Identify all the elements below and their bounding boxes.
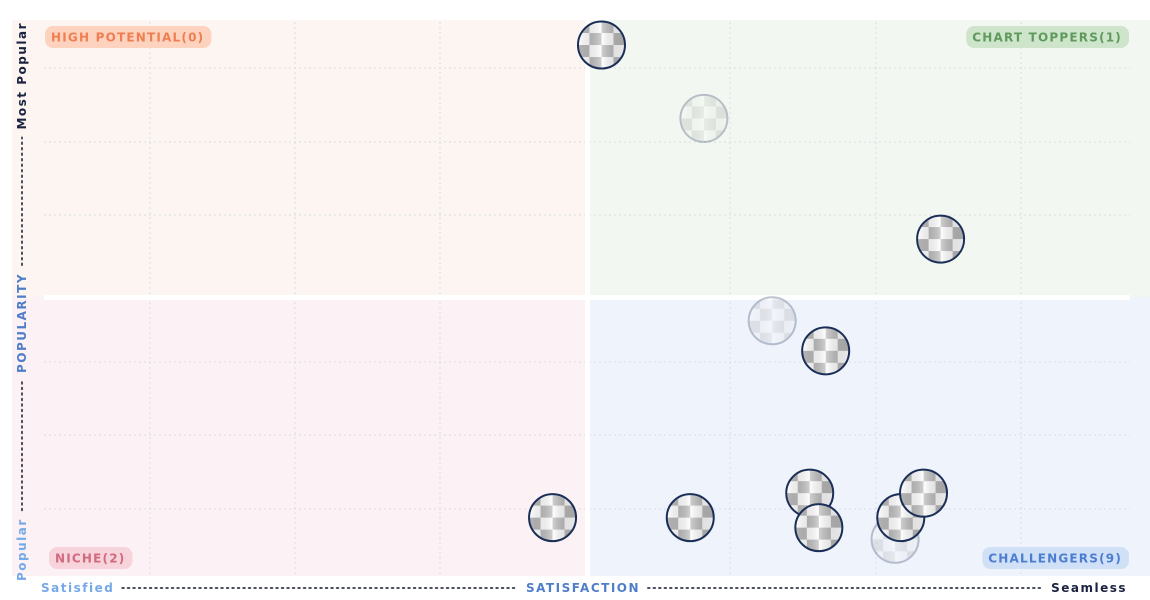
data-point-shade <box>802 327 849 374</box>
y-axis-title: POPULARITY <box>15 273 29 373</box>
quadrant-niche <box>12 297 587 576</box>
data-point <box>665 493 715 543</box>
data-point-outline <box>576 20 626 70</box>
data-point-shade <box>795 504 842 551</box>
quadrant-badge-niche: NICHE(2) <box>49 547 133 569</box>
data-point-outline <box>528 493 578 543</box>
quadrant-challengers <box>587 297 1150 576</box>
quadrant-badge-bg <box>45 26 212 48</box>
data-point <box>801 326 851 376</box>
data-point-shade <box>680 95 727 142</box>
data-point-outline <box>665 493 715 543</box>
quadrant-label: NICHE(2) <box>55 552 125 566</box>
quadrant-badge-challengers: CHALLENGERS(9) <box>982 547 1129 569</box>
x-axis-high-label: Seamless <box>1051 581 1127 595</box>
data-point-outline <box>899 468 949 518</box>
data-point-outline <box>679 93 729 143</box>
data-point-shade <box>749 297 796 344</box>
y-axis-high-label: Most Popular <box>15 22 29 130</box>
quadrant-label: CHALLENGERS(9) <box>988 552 1122 566</box>
quadrant-label: HIGH POTENTIAL(0) <box>51 31 204 45</box>
y-axis-low-label: Popular <box>15 518 29 581</box>
quadrant-badge-bg <box>49 547 133 569</box>
data-point <box>679 93 729 143</box>
quadrant-high-potential <box>12 20 587 297</box>
data-point-outline <box>747 296 797 346</box>
data-point-shade <box>667 494 714 541</box>
quadrant-badge-bg <box>982 547 1129 569</box>
divider-vertical <box>585 20 590 576</box>
data-point-shade <box>578 22 625 69</box>
quadrant-badge-high-potential: HIGH POTENTIAL(0) <box>45 26 212 48</box>
quadrant-label: CHART TOPPERS(1) <box>972 31 1122 45</box>
data-point-outline <box>916 214 966 264</box>
data-point-outline <box>794 503 844 553</box>
data-point <box>747 296 797 346</box>
data-point <box>528 493 578 543</box>
data-point <box>794 503 844 553</box>
data-point-shade <box>529 494 576 541</box>
x-axis-title: SATISFACTION <box>526 581 640 595</box>
x-axis-low-label: Satisfied <box>41 581 114 595</box>
quadrant-badge-chart-toppers: CHART TOPPERS(1) <box>966 26 1129 48</box>
quadrant-badge-bg <box>966 26 1129 48</box>
data-point <box>899 468 949 518</box>
quadrant-chart-toppers <box>587 20 1150 297</box>
data-point <box>576 20 626 70</box>
data-point <box>916 214 966 264</box>
data-point-shade <box>900 470 947 517</box>
data-point-outline <box>801 326 851 376</box>
data-point-shade <box>917 216 964 263</box>
